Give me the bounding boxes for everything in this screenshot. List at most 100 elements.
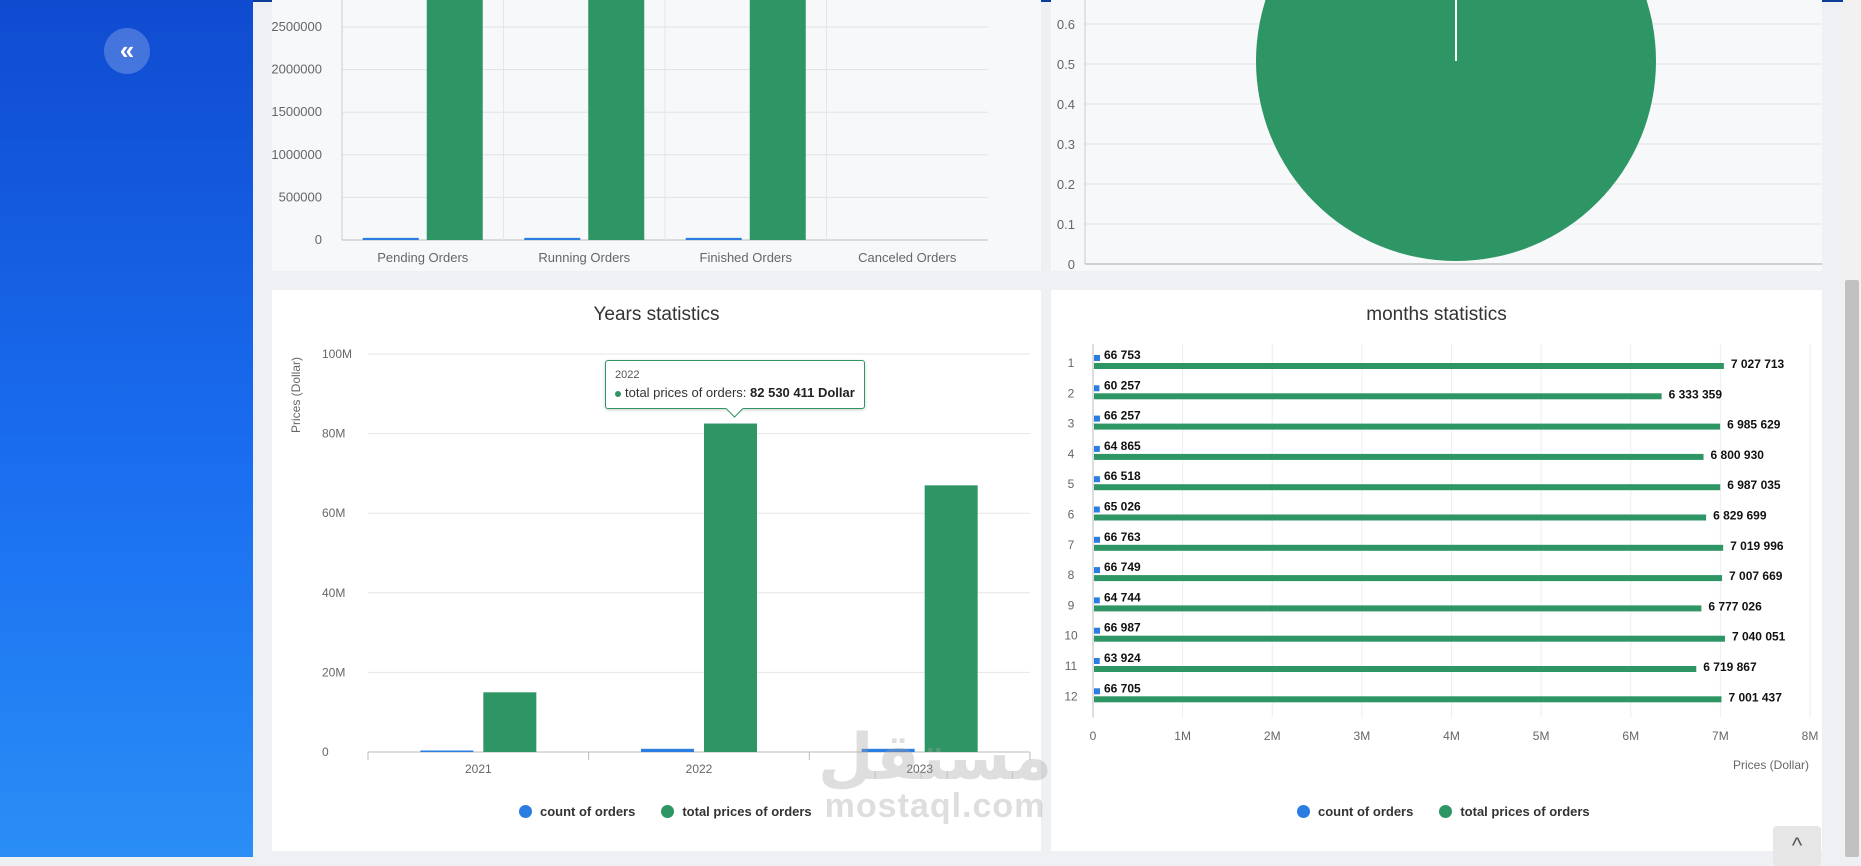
y-tick-label: 80M bbox=[322, 427, 345, 441]
x-tick-label: 2023 bbox=[906, 762, 933, 776]
legend-swatch bbox=[519, 805, 532, 818]
y-tick-label: 2000000 bbox=[271, 62, 322, 77]
bar-prices bbox=[1094, 635, 1725, 642]
pie-chart: 0 0.1 0.2 0.3 0.4 0.5 0.6 bbox=[1057, 0, 1822, 272]
y-tick-label: 0.3 bbox=[1057, 137, 1075, 152]
bar-prices bbox=[1094, 453, 1704, 460]
bar-count bbox=[1094, 536, 1100, 543]
bar-prices bbox=[749, 0, 806, 240]
x-tick-label: Canceled Orders bbox=[858, 250, 957, 265]
y-tick-label: 5 bbox=[1068, 477, 1075, 491]
months-chart: 0 1M 2M 3M 4M 5M 6M 7M 8M Prices (Dollar) 1 66 753 7… bbox=[1064, 344, 1818, 772]
bar-prices bbox=[1094, 423, 1721, 430]
y-tick-label: 1500000 bbox=[271, 104, 322, 119]
back-to-top-button[interactable]: ^ bbox=[1773, 826, 1821, 866]
scrollbar-thumb[interactable] bbox=[1845, 280, 1859, 857]
bar-count bbox=[685, 237, 742, 240]
y-tick-label: 60M bbox=[322, 506, 345, 520]
legend-item-count[interactable]: count of orders bbox=[1297, 804, 1413, 819]
years-legend: count of orders total prices of orders bbox=[519, 804, 812, 819]
y-tick-label: 0.2 bbox=[1057, 177, 1075, 192]
x-tick-label: 0 bbox=[1090, 729, 1097, 743]
bar-prices bbox=[1094, 514, 1707, 521]
bar-count bbox=[641, 748, 694, 752]
bar-count-label: 60 257 bbox=[1104, 378, 1141, 392]
bar-prices bbox=[1094, 666, 1697, 672]
x-tick-label: Finished Orders bbox=[700, 250, 793, 265]
bar-count-label: 64 865 bbox=[1104, 439, 1141, 453]
y-tick-label: 0 bbox=[1068, 257, 1075, 272]
bar-count-label: 64 744 bbox=[1104, 590, 1141, 604]
bar-count-label: 63 924 bbox=[1104, 651, 1141, 665]
legend-swatch bbox=[1439, 805, 1453, 818]
bar-count-label: 66 763 bbox=[1104, 530, 1141, 544]
bar-count-label: 65 026 bbox=[1104, 500, 1141, 514]
legend-item-prices[interactable]: total prices of orders bbox=[1439, 804, 1590, 819]
y-tick-label: 9 bbox=[1068, 598, 1075, 612]
months-legend: count of orders total prices of orders bbox=[1297, 804, 1590, 819]
legend-label: total prices of orders bbox=[682, 804, 812, 819]
y-tick-label: 2500000 bbox=[271, 19, 322, 34]
bar-count bbox=[1094, 355, 1100, 361]
y-tick-label: 6 bbox=[1068, 508, 1075, 522]
y-tick-label: 8 bbox=[1068, 568, 1075, 582]
x-tick-label: 4M bbox=[1443, 729, 1460, 743]
orders-chart: 0 500000 1000000 1500000 2000000 2500000 Pendi… bbox=[271, 0, 988, 265]
years-chart-card: Years statistics 0 20M 40M 60M 80M 100M Prices… bbox=[272, 290, 1041, 851]
x-tick-label: 5M bbox=[1533, 729, 1550, 743]
bar-prices-label: 6 829 699 bbox=[1713, 509, 1767, 523]
x-tick-label: 2022 bbox=[686, 762, 713, 776]
pie-slice bbox=[1256, 0, 1656, 261]
bar-count bbox=[1094, 658, 1100, 664]
years-chart-title: Years statistics bbox=[593, 304, 720, 325]
bar-prices-label: 6 985 629 bbox=[1727, 418, 1781, 432]
bar-count bbox=[1094, 567, 1100, 574]
bar-count bbox=[362, 237, 419, 240]
bar-prices-label: 6 987 035 bbox=[1727, 478, 1781, 492]
y-tick-label: 10 bbox=[1064, 629, 1078, 643]
bar-prices bbox=[1094, 363, 1724, 369]
bar-prices bbox=[1094, 544, 1724, 551]
y-tick-label: 7 bbox=[1068, 538, 1075, 552]
bar-prices bbox=[1094, 575, 1723, 582]
bar-prices-label: 6 800 930 bbox=[1711, 448, 1765, 462]
double-chevron-left-icon[interactable]: « bbox=[104, 28, 150, 74]
months-chart-title: months statistics bbox=[1366, 304, 1507, 325]
bar-count-label: 66 753 bbox=[1104, 348, 1141, 362]
bar-count bbox=[524, 237, 581, 240]
y-tick-label: 1000000 bbox=[271, 147, 322, 162]
bar-count bbox=[1094, 627, 1101, 634]
bar-prices bbox=[1094, 393, 1662, 400]
bar-count bbox=[1094, 445, 1100, 452]
bar-count-label: 66 749 bbox=[1104, 560, 1141, 574]
legend-swatch bbox=[1297, 805, 1310, 818]
x-tick-label: Pending Orders bbox=[377, 250, 469, 265]
x-axis-title: Prices (Dollar) bbox=[1733, 758, 1809, 772]
y-tick-label: 500000 bbox=[279, 189, 322, 204]
bar-count bbox=[861, 748, 915, 752]
y-tick-label: 0.5 bbox=[1057, 57, 1075, 72]
bar-prices-label: 6 719 867 bbox=[1703, 660, 1757, 674]
bar-prices-label: 7 027 713 bbox=[1731, 357, 1785, 371]
tooltip-dot bbox=[615, 390, 621, 397]
legend-label: count of orders bbox=[540, 804, 636, 819]
y-tick-label: 0 bbox=[315, 232, 322, 247]
bar-count bbox=[1094, 597, 1100, 604]
bar-prices-label: 6 333 359 bbox=[1669, 387, 1723, 401]
y-tick-label: 100M bbox=[322, 347, 352, 361]
sidebar: « bbox=[0, 0, 253, 857]
legend-item-prices[interactable]: total prices of orders bbox=[661, 804, 812, 819]
legend-item-count[interactable]: count of orders bbox=[519, 804, 635, 819]
orders-chart-card: 0 500000 1000000 1500000 2000000 2500000 Pendi… bbox=[271, 0, 1041, 271]
years-chart: 0 20M 40M 60M 80M 100M Prices (Dollar) 2021 2022… bbox=[289, 347, 1031, 776]
y-tick-label: 0.4 bbox=[1057, 97, 1075, 112]
bar-prices-label: 6 777 026 bbox=[1708, 599, 1762, 613]
bar-count bbox=[1094, 476, 1100, 483]
bar-count-label: 66 257 bbox=[1104, 409, 1141, 423]
y-tick-label: 3 bbox=[1068, 417, 1075, 431]
legend-swatch bbox=[661, 805, 675, 818]
bar-count-label: 66 705 bbox=[1104, 681, 1141, 695]
bar-prices bbox=[588, 0, 645, 240]
y-tick-label: 20M bbox=[322, 665, 345, 679]
bar-count bbox=[1094, 385, 1100, 392]
